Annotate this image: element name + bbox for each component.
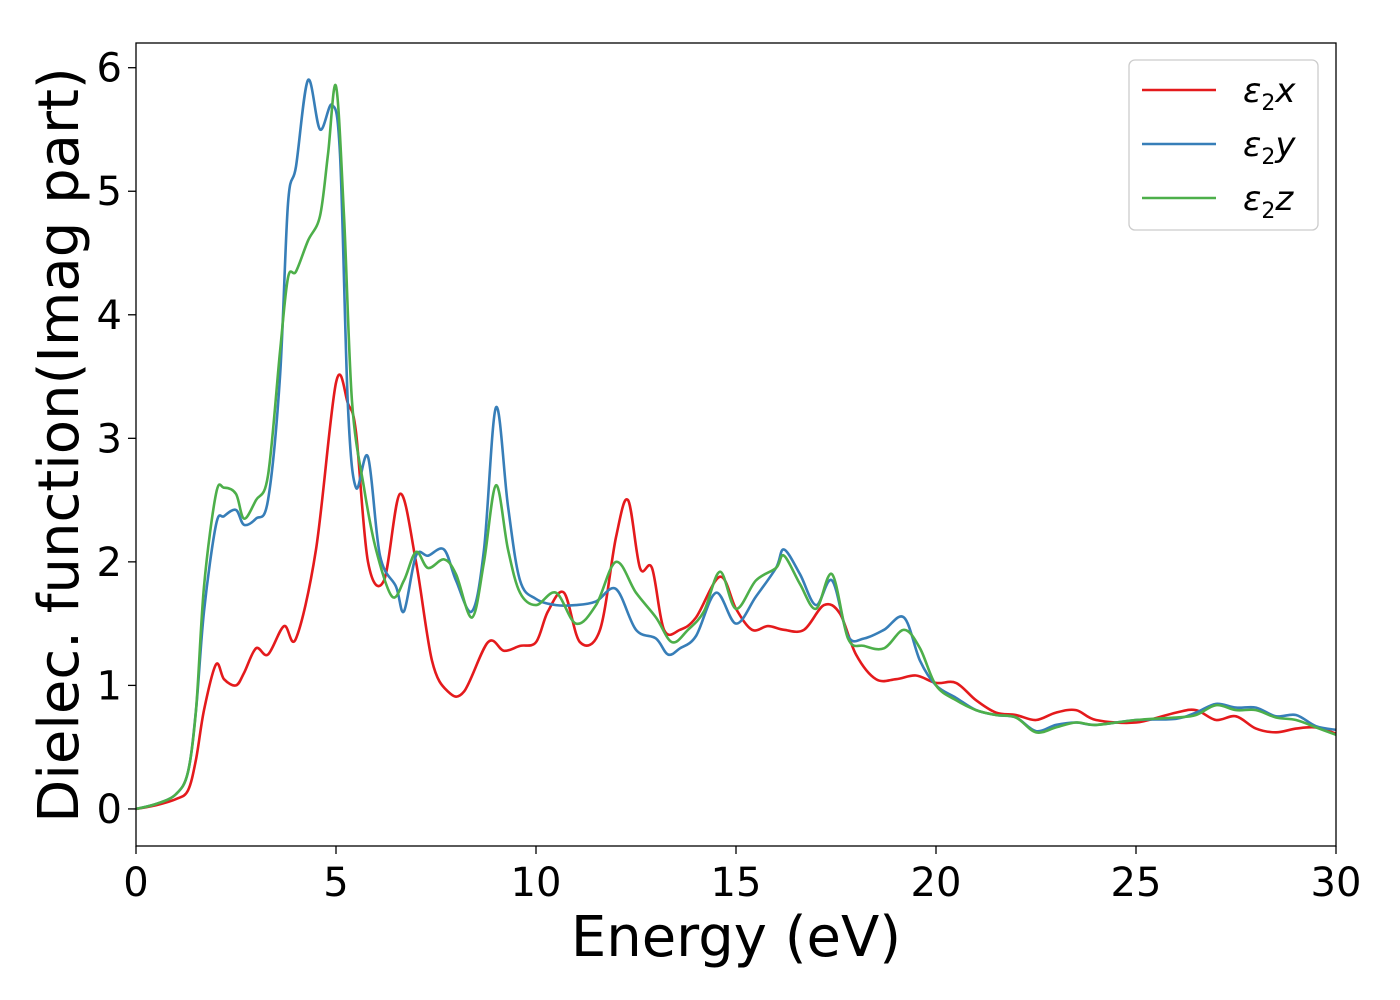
y-tick-label: 2 — [97, 540, 122, 586]
y-axis-title: Dielec. function(Imag part) — [27, 67, 92, 823]
series-line-z — [136, 83, 1336, 811]
legend-box — [1128, 59, 1319, 231]
axes-layer: 0 5 10 15 20 25 30 0 1 2 3 4 5 6 — [97, 46, 1362, 906]
y-tick-label: 4 — [97, 293, 122, 339]
x-axis-title: Energy (eV) — [571, 905, 901, 970]
legend-label-x: ε2x — [1243, 71, 1296, 116]
series-line-x — [136, 373, 1336, 811]
y-tick-label: 0 — [97, 787, 122, 833]
x-tick-label: 30 — [1311, 860, 1362, 906]
y-tick-label: 5 — [97, 169, 122, 215]
x-tick-label: 10 — [511, 860, 562, 906]
x-tick-label: 0 — [123, 860, 148, 906]
series-layer — [136, 78, 1336, 811]
x-tick-label: 5 — [323, 860, 348, 906]
x-tick-label: 15 — [711, 860, 762, 906]
y-tick-label: 1 — [97, 663, 122, 709]
legend-label-z: ε2z — [1243, 179, 1294, 224]
x-tick-label: 25 — [1111, 860, 1162, 906]
legend: ε2x ε2y ε2z — [1128, 59, 1319, 231]
y-tick-label: 3 — [97, 416, 122, 462]
x-tick-label: 20 — [911, 860, 962, 906]
y-tick-label: 6 — [97, 46, 122, 92]
legend-label-y: ε2y — [1243, 125, 1296, 170]
